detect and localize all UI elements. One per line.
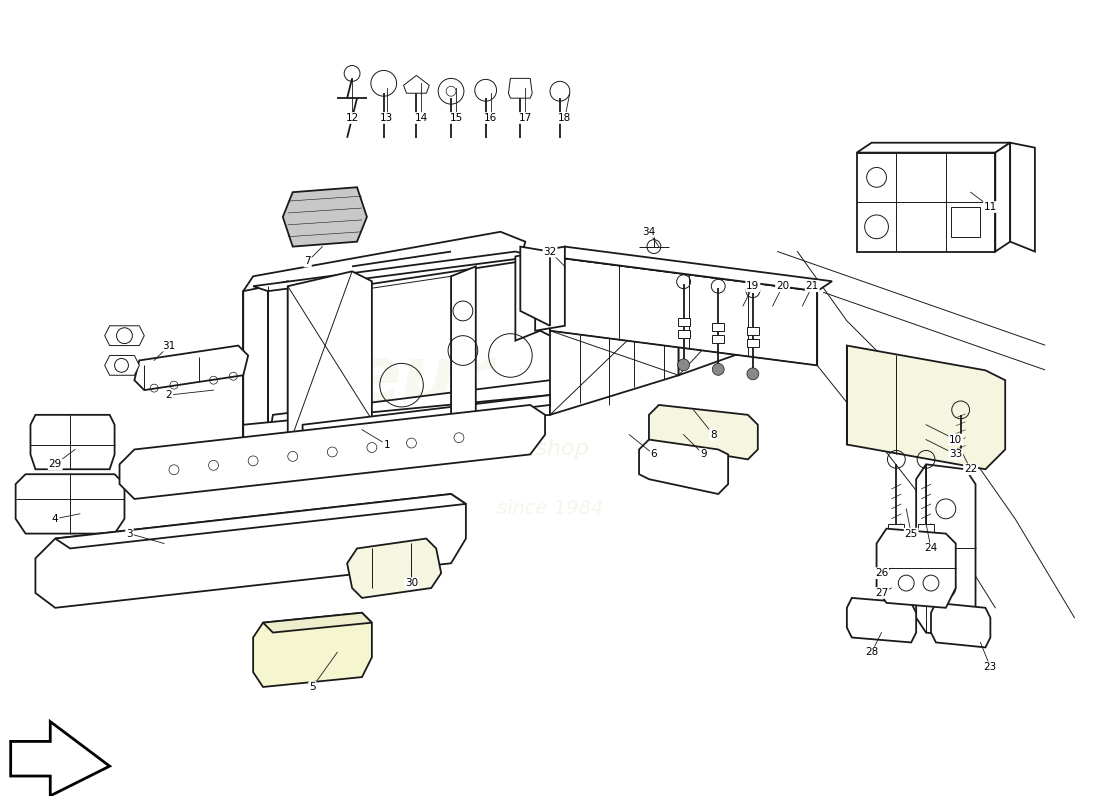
Polygon shape <box>847 598 916 642</box>
Bar <box>918 538 934 549</box>
Polygon shape <box>857 153 996 251</box>
Text: 26: 26 <box>874 568 888 578</box>
Bar <box>678 330 690 338</box>
Polygon shape <box>679 291 748 375</box>
Bar <box>713 323 724 330</box>
Text: 25: 25 <box>904 529 917 538</box>
Polygon shape <box>508 78 532 98</box>
Circle shape <box>678 359 690 371</box>
Text: 11: 11 <box>983 202 997 212</box>
Polygon shape <box>134 346 249 390</box>
Text: 2: 2 <box>166 390 173 400</box>
Text: 8: 8 <box>710 430 716 440</box>
Text: 28: 28 <box>865 647 878 658</box>
Polygon shape <box>348 538 441 598</box>
Polygon shape <box>302 395 550 434</box>
Text: 13: 13 <box>381 113 394 123</box>
Polygon shape <box>120 405 546 499</box>
Bar <box>713 334 724 342</box>
Bar <box>889 524 904 534</box>
Text: 27: 27 <box>874 588 888 598</box>
Polygon shape <box>31 415 114 470</box>
Polygon shape <box>649 405 758 459</box>
Polygon shape <box>996 142 1010 251</box>
Polygon shape <box>104 326 144 346</box>
Polygon shape <box>263 613 372 633</box>
Bar <box>747 339 759 347</box>
Text: 32: 32 <box>543 246 557 257</box>
Polygon shape <box>540 251 560 341</box>
Text: 9: 9 <box>700 450 706 459</box>
Text: 19: 19 <box>746 281 759 291</box>
Text: 7: 7 <box>305 257 311 266</box>
Polygon shape <box>283 187 367 246</box>
Text: 22: 22 <box>964 464 977 474</box>
Polygon shape <box>516 251 540 341</box>
Text: 10: 10 <box>949 434 962 445</box>
Text: 20: 20 <box>776 281 789 291</box>
Polygon shape <box>550 291 679 415</box>
Text: 15: 15 <box>450 113 463 123</box>
Polygon shape <box>11 722 110 796</box>
Text: since 1984: since 1984 <box>497 499 603 518</box>
Polygon shape <box>288 271 372 434</box>
Bar <box>918 524 934 534</box>
Polygon shape <box>104 355 140 375</box>
Polygon shape <box>639 439 728 494</box>
Text: 18: 18 <box>558 113 572 123</box>
Polygon shape <box>451 266 476 425</box>
Text: 34: 34 <box>642 226 656 237</box>
Polygon shape <box>847 346 1005 470</box>
Polygon shape <box>268 336 698 445</box>
Polygon shape <box>55 494 466 549</box>
Polygon shape <box>15 474 124 534</box>
Text: 4: 4 <box>52 514 58 524</box>
Bar <box>889 554 904 563</box>
Text: 33: 33 <box>949 450 962 459</box>
Polygon shape <box>243 232 526 301</box>
Bar <box>918 554 934 563</box>
Polygon shape <box>931 603 990 647</box>
Bar <box>678 318 690 326</box>
Text: 5: 5 <box>309 682 316 692</box>
Bar <box>884 583 909 593</box>
Text: 31: 31 <box>163 341 176 350</box>
Polygon shape <box>1010 142 1035 251</box>
Text: passion4parts.shop: passion4parts.shop <box>372 439 590 459</box>
Text: 17: 17 <box>518 113 532 123</box>
Bar <box>747 327 759 335</box>
Text: 6: 6 <box>650 450 657 459</box>
Polygon shape <box>520 246 550 326</box>
Circle shape <box>713 363 724 375</box>
Text: 24: 24 <box>924 543 937 554</box>
Text: 30: 30 <box>405 578 418 588</box>
Polygon shape <box>268 282 288 445</box>
Polygon shape <box>877 529 956 608</box>
Polygon shape <box>253 613 372 687</box>
Polygon shape <box>536 246 564 330</box>
Polygon shape <box>916 464 976 638</box>
Polygon shape <box>243 286 268 445</box>
Text: 12: 12 <box>345 113 359 123</box>
Text: 14: 14 <box>415 113 428 123</box>
Text: 3: 3 <box>126 529 133 538</box>
Text: 29: 29 <box>48 459 62 470</box>
Bar <box>889 538 904 549</box>
Text: 16: 16 <box>484 113 497 123</box>
Polygon shape <box>550 246 832 291</box>
Polygon shape <box>253 251 536 291</box>
Polygon shape <box>243 395 550 445</box>
Polygon shape <box>404 75 429 94</box>
Text: 1: 1 <box>384 439 390 450</box>
Text: 21: 21 <box>805 281 818 291</box>
Text: 23: 23 <box>983 662 997 672</box>
Polygon shape <box>857 142 1010 153</box>
Bar <box>950 207 980 237</box>
Polygon shape <box>550 257 817 366</box>
Polygon shape <box>35 494 466 608</box>
Bar <box>884 566 909 576</box>
Text: eur: eur <box>350 343 493 418</box>
Circle shape <box>747 368 759 380</box>
